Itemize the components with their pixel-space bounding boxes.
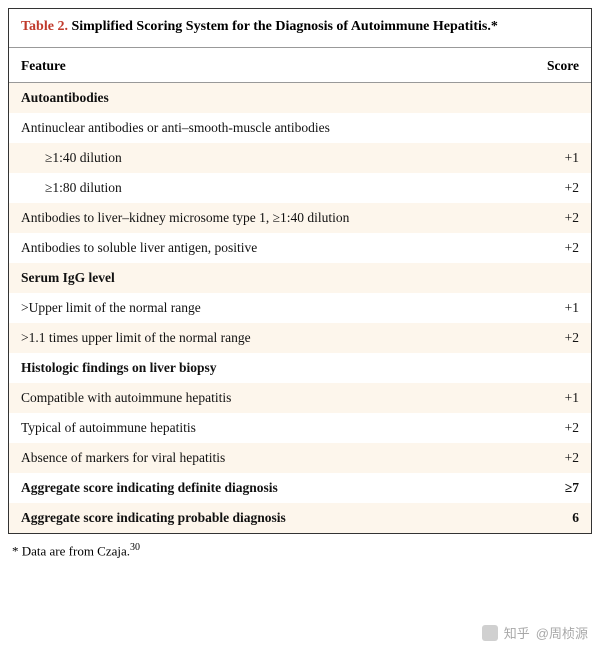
feature-cell: >1.1 times upper limit of the normal ran…	[9, 323, 511, 353]
table-row: Absence of markers for viral hepatitis+2	[9, 443, 591, 473]
feature-cell: Typical of autoimmune hepatitis	[9, 413, 511, 443]
score-cell: +2	[511, 443, 591, 473]
table-row: Histologic findings on liver biopsy	[9, 353, 591, 383]
feature-cell: Autoantibodies	[9, 82, 511, 113]
col-feature-header: Feature	[9, 48, 511, 83]
feature-cell: Compatible with autoimmune hepatitis	[9, 383, 511, 413]
table-row: Antibodies to liver–kidney microsome typ…	[9, 203, 591, 233]
feature-cell: ≥1:80 dilution	[9, 173, 511, 203]
table-row: Aggregate score indicating definite diag…	[9, 473, 591, 503]
feature-cell: Antinuclear antibodies or anti–smooth-mu…	[9, 113, 511, 143]
score-cell: +1	[511, 293, 591, 323]
feature-cell: Aggregate score indicating definite diag…	[9, 473, 511, 503]
feature-cell: Absence of markers for viral hepatitis	[9, 443, 511, 473]
table-label: Table 2.	[21, 19, 68, 34]
watermark-site: 知乎	[504, 623, 530, 642]
feature-cell: Antibodies to soluble liver antigen, pos…	[9, 233, 511, 263]
table-header-row: Feature Score	[9, 48, 591, 83]
scoring-table: Feature Score AutoantibodiesAntinuclear …	[9, 48, 591, 533]
score-cell	[511, 353, 591, 383]
score-cell: +2	[511, 173, 591, 203]
table-footnote: * Data are from Czaja.30	[8, 534, 592, 559]
feature-cell: >Upper limit of the normal range	[9, 293, 511, 323]
table-row: ≥1:80 dilution+2	[9, 173, 591, 203]
footnote-ref: 30	[130, 542, 140, 553]
table-title-block: Table 2. Simplified Scoring System for t…	[9, 9, 591, 48]
table-body: AutoantibodiesAntinuclear antibodies or …	[9, 82, 591, 533]
footnote-text: Data are from Czaja.	[22, 543, 130, 558]
zhihu-logo-icon	[482, 625, 498, 641]
scoring-table-container: Table 2. Simplified Scoring System for t…	[8, 8, 592, 534]
score-cell	[511, 113, 591, 143]
table-row: Autoantibodies	[9, 82, 591, 113]
table-row: >1.1 times upper limit of the normal ran…	[9, 323, 591, 353]
score-cell: +2	[511, 323, 591, 353]
score-cell: +1	[511, 143, 591, 173]
col-score-header: Score	[511, 48, 591, 83]
feature-cell: Histologic findings on liver biopsy	[9, 353, 511, 383]
table-row: Serum IgG level	[9, 263, 591, 293]
feature-cell: Serum IgG level	[9, 263, 511, 293]
table-row: Aggregate score indicating probable diag…	[9, 503, 591, 533]
table-caption: Simplified Scoring System for the Diagno…	[71, 19, 497, 34]
score-cell: +2	[511, 233, 591, 263]
table-row: ≥1:40 dilution+1	[9, 143, 591, 173]
score-cell	[511, 82, 591, 113]
score-cell: +2	[511, 203, 591, 233]
table-row: >Upper limit of the normal range+1	[9, 293, 591, 323]
watermark: 知乎 @周桢源	[482, 623, 588, 642]
feature-cell: Antibodies to liver–kidney microsome typ…	[9, 203, 511, 233]
footnote-marker: *	[12, 543, 19, 558]
score-cell: ≥7	[511, 473, 591, 503]
table-row: Typical of autoimmune hepatitis+2	[9, 413, 591, 443]
table-row: Compatible with autoimmune hepatitis+1	[9, 383, 591, 413]
table-row: Antibodies to soluble liver antigen, pos…	[9, 233, 591, 263]
score-cell: +2	[511, 413, 591, 443]
score-cell: 6	[511, 503, 591, 533]
feature-cell: ≥1:40 dilution	[9, 143, 511, 173]
feature-cell: Aggregate score indicating probable diag…	[9, 503, 511, 533]
table-row: Antinuclear antibodies or anti–smooth-mu…	[9, 113, 591, 143]
score-cell	[511, 263, 591, 293]
score-cell: +1	[511, 383, 591, 413]
watermark-author: @周桢源	[536, 623, 588, 642]
